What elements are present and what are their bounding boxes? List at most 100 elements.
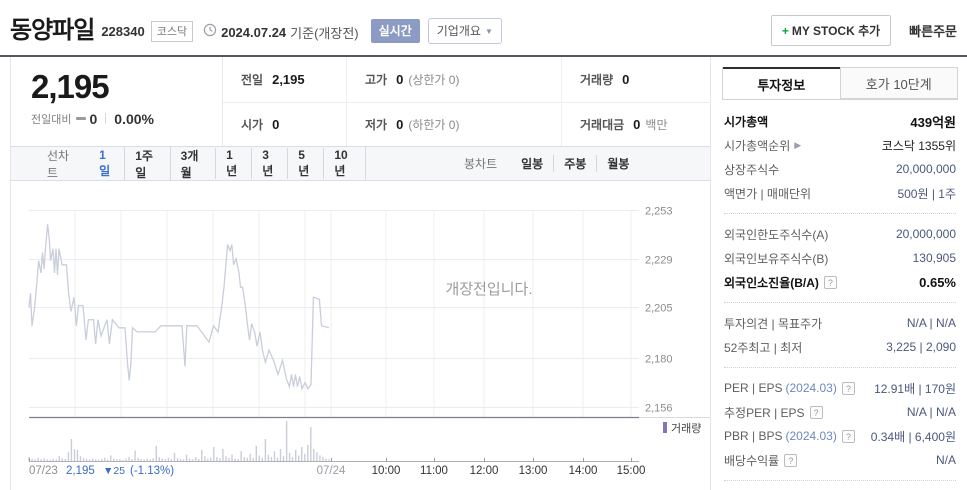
- header-actions: + MY STOCK 추가 빠른주문: [770, 15, 957, 46]
- info-value: 0.34배 | 6,400원: [870, 429, 956, 444]
- company-overview-button[interactable]: 기업개요 ▼: [427, 18, 502, 44]
- cell-label: 저가: [365, 117, 388, 132]
- info-value: 500원 | 1주: [897, 186, 956, 201]
- info-label-note: (2024.03): [785, 381, 837, 395]
- info-value: N/A | N/A: [906, 316, 956, 330]
- change-value: 0: [89, 110, 98, 127]
- svg-text:10:00: 10:00: [372, 465, 401, 477]
- current-price: 2,195: [31, 68, 110, 105]
- tab-investment-info[interactable]: 투자정보: [723, 67, 840, 99]
- intraday-chart-svg: 2,253 2,229 2,205 2,180 2,156 07/24 10:00 11:00…: [28, 206, 710, 477]
- info-label: PER | EPS: [724, 381, 783, 395]
- row-par-value: 액면가 | 매매단위 500원 | 1주: [724, 181, 956, 205]
- divider: [724, 302, 956, 303]
- cell-extra: 백만: [645, 117, 668, 132]
- quote-date-suffix: 기준(개장전): [290, 25, 359, 41]
- help-icon[interactable]: ?: [809, 405, 823, 419]
- quote-date: 2024.07.24: [221, 24, 287, 40]
- info-value: 코스닥 1355위: [881, 138, 956, 153]
- svg-text:13:00: 13:00: [519, 465, 548, 477]
- svg-text:12:00: 12:00: [470, 465, 499, 477]
- quick-order-link[interactable]: 빠른주문: [909, 24, 957, 39]
- help-icon[interactable]: ?: [841, 381, 855, 395]
- svg-text:개장전입니다.: 개장전입니다.: [446, 281, 533, 298]
- svg-text:▼25: ▼25: [103, 465, 125, 477]
- svg-text:2,180: 2,180: [645, 354, 673, 366]
- svg-text:15:00: 15:00: [617, 465, 646, 477]
- flat-change-icon: [76, 117, 87, 121]
- row-est-per-eps: 추정PER | EPS? N/A | N/A: [724, 400, 956, 424]
- line-chart-label: 선차트: [47, 148, 70, 180]
- tab-5year[interactable]: 5년: [287, 148, 323, 179]
- row-dividend-yield: 배당수익률? N/A: [724, 448, 956, 472]
- svg-text:2,253: 2,253: [645, 206, 673, 218]
- market-badge: 코스닥: [150, 21, 194, 42]
- info-value: 3,225 | 2,090: [886, 340, 956, 354]
- tab-3year[interactable]: 3년: [251, 148, 287, 179]
- tab-monthly-candle[interactable]: 월봉: [596, 155, 639, 172]
- info-label: 외국인한도주식수(A): [724, 227, 829, 242]
- svg-text:2,229: 2,229: [645, 255, 673, 267]
- clock-icon: [203, 23, 217, 42]
- svg-text:14:00: 14:00: [569, 465, 598, 477]
- row-foreign-ratio: 외국인소진율(B/A)? 0.65%: [724, 270, 956, 294]
- info-value: 12.91배 | 170원: [874, 381, 956, 396]
- help-icon[interactable]: ?: [841, 429, 855, 443]
- quote-main-panel: 2,195 전일대비 0 0.00% 전일 2,195 고가 0 (상한가 0) 거래…: [10, 57, 711, 490]
- svg-text:07/24: 07/24: [317, 465, 346, 477]
- svg-text:(-1.13%): (-1.13%): [130, 465, 174, 477]
- cell-label: 거래대금: [580, 117, 625, 132]
- tab-3month[interactable]: 3개월: [169, 146, 215, 181]
- divider: [724, 480, 956, 481]
- info-label: 외국인소진율(B/A): [724, 275, 819, 290]
- investment-info-panel: 투자정보 호가 10단계 시가총액 439억원 시가총액순위 ▶ 코스닥 1355위 …: [722, 57, 958, 490]
- arrow-right-icon[interactable]: ▶: [794, 139, 802, 150]
- cell-label: 거래량: [580, 72, 614, 87]
- cell-value: 0: [633, 116, 641, 132]
- add-mystock-label: MY STOCK 추가: [791, 24, 881, 38]
- tab-1day[interactable]: 1일: [99, 148, 111, 178]
- investment-info-body: 시가총액 439억원 시가총액순위 ▶ 코스닥 1355위 상장주식수 20,000,0…: [722, 100, 958, 490]
- info-label: 52주최고 | 최저: [724, 340, 803, 355]
- stock-code: 228340: [101, 24, 145, 39]
- info-label: PBR | BPS: [724, 429, 783, 443]
- header-divider: [0, 55, 967, 57]
- current-price-cell: 2,195 전일대비 0 0.00%: [11, 57, 223, 146]
- tab-1week[interactable]: 1주일: [124, 146, 169, 181]
- high-cell: 고가 0 (상한가 0): [346, 57, 561, 102]
- tab-daily-candle[interactable]: 일봉: [521, 157, 544, 171]
- help-icon[interactable]: ?: [784, 453, 798, 467]
- change-label: 전일대비: [31, 113, 72, 126]
- tab-orderbook-10[interactable]: 호가 10단계: [839, 68, 957, 99]
- svg-text:2,156: 2,156: [645, 403, 673, 415]
- header: 동양파일 228340 코스닥 2024.07.24 기준(개장전) 실시간 기…: [0, 0, 967, 55]
- chart-period-tabbar: 선차트 1일 1주일 3개월 1년 3년 5년 10년 봉차트 일봉 주봉 월봉: [11, 146, 710, 181]
- tab-1year[interactable]: 1년: [215, 148, 251, 179]
- cell-extra: (하한가 0): [408, 117, 460, 132]
- tab-10year[interactable]: 10년: [323, 148, 365, 179]
- plus-icon: +: [781, 24, 789, 38]
- info-value: 20,000,000: [895, 227, 956, 241]
- tab-weekly-candle[interactable]: 주봉: [553, 155, 596, 172]
- info-label-note: (2024.03): [785, 429, 837, 443]
- svg-text:2,205: 2,205: [645, 303, 673, 315]
- info-label: 시가총액: [724, 114, 769, 129]
- company-overview-label: 기업개요: [436, 24, 481, 38]
- info-value: 0.65%: [919, 274, 956, 290]
- row-foreign-limit: 외국인한도주식수(A) 20,000,000: [724, 222, 956, 246]
- add-mystock-button[interactable]: + MY STOCK 추가: [770, 15, 892, 46]
- row-market-cap-rank: 시가총액순위 ▶ 코스닥 1355위: [724, 133, 956, 157]
- help-icon[interactable]: ?: [823, 275, 837, 289]
- line-chart-tabs: 선차트 1일 1주일 3개월 1년 3년 5년 10년: [11, 146, 366, 181]
- cell-value: 0: [622, 71, 630, 87]
- open-cell: 시가 0: [223, 101, 346, 147]
- svg-text:거래량: 거래량: [671, 422, 701, 435]
- cell-value: 0: [396, 71, 404, 87]
- svg-text:11:00: 11:00: [420, 465, 448, 477]
- info-value: 439억원: [910, 114, 956, 130]
- row-foreign-held: 외국인보유주식수(B) 130,905: [724, 246, 956, 270]
- info-label: 상장주식수: [724, 162, 780, 177]
- page-title: 동양파일: [10, 17, 95, 44]
- ohlc-grid: 전일 2,195 고가 0 (상한가 0) 거래량 0 시가 0 저가 0 (하한가 0) 거…: [223, 57, 710, 146]
- info-value: 20,000,000: [895, 162, 956, 176]
